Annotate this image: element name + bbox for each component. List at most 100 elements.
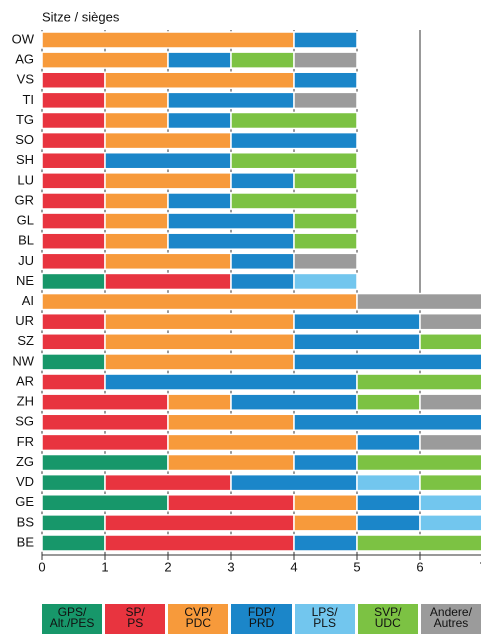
x-tick-label: 6 (416, 559, 423, 574)
y-tick-label: UR (15, 313, 34, 328)
bar-segment (104, 312, 295, 331)
bar-segment (419, 473, 481, 492)
bar-segment (293, 453, 358, 472)
bar-segment (41, 413, 169, 432)
bar-segment (41, 131, 106, 150)
bar-segment (293, 91, 358, 110)
x-tick-label: 7 (479, 559, 481, 574)
bar-segment (41, 494, 169, 512)
bar-segment (41, 514, 106, 532)
bar-segment (167, 433, 358, 452)
x-tick-label: 5 (353, 559, 360, 574)
bar-segment (293, 212, 358, 230)
legend-entry: FDP/ PRD (231, 604, 292, 634)
bar-segment (419, 312, 481, 331)
bar-segment (41, 252, 106, 271)
y-tick-label: VD (16, 474, 34, 489)
bar-segment (230, 252, 295, 271)
y-tick-label: GL (17, 213, 34, 228)
bar-segment (419, 494, 481, 512)
bar-segment (41, 31, 295, 49)
bar-segment (104, 272, 232, 291)
y-tick-label: TG (16, 112, 34, 127)
y-tick-label: BE (17, 534, 35, 549)
y-tick-label: JU (18, 253, 34, 268)
bar-segment (41, 373, 106, 391)
y-tick-label: SZ (17, 333, 34, 348)
bar-segment (41, 333, 106, 351)
bar-segment (41, 453, 169, 472)
y-tick-label: AR (16, 373, 34, 388)
bar-segment (104, 353, 295, 371)
y-tick-label: SG (15, 414, 34, 429)
bar-segment (356, 473, 421, 492)
bar-segment (41, 51, 169, 69)
bar-segment (41, 534, 106, 552)
bar-segment (230, 151, 358, 170)
bar-segment (293, 252, 358, 271)
bar-segment (230, 272, 295, 291)
y-tick-label: TI (22, 92, 34, 107)
bar-segment (293, 353, 481, 371)
legend-entry: SVP/ UDC (357, 604, 418, 634)
bar-segment (104, 71, 295, 89)
bar-segment (293, 333, 421, 351)
bar-segment (167, 393, 232, 411)
x-tick-label: 4 (290, 559, 297, 574)
bar-segment (41, 312, 106, 331)
bar-segment (419, 333, 481, 351)
x-tick-label: 0 (38, 559, 45, 574)
bar-segment (167, 413, 295, 432)
bar-segment (104, 212, 169, 230)
chart-title: Sitze / sièges (42, 9, 120, 24)
bar-segment (104, 232, 169, 250)
bar-segment (41, 151, 106, 170)
bar-segment (293, 172, 358, 190)
bar-segment (356, 433, 421, 452)
y-tick-label: GE (15, 494, 34, 509)
bar-segment (230, 111, 358, 130)
legend: GPS/ Alt./PES SP/ PS CVP/ PDC FDP/ PRD LPS/ … (42, 604, 481, 634)
y-tick-label: ZH (17, 394, 34, 409)
bar-segment (293, 534, 358, 552)
y-tick-label: SH (16, 152, 34, 167)
y-tick-label: NW (12, 353, 34, 368)
bar-segment (230, 131, 358, 150)
bar-segment (230, 192, 358, 210)
bar-segment (356, 514, 421, 532)
y-tick-label: SO (15, 132, 34, 147)
bar-segment (41, 91, 106, 110)
bar-segment (41, 292, 358, 311)
chart: Sitze / sièges 0 1 2 3 4 5 6 7 OW AG VS TI TG SO SH LU G… (12, 9, 481, 574)
y-tick-label: AI (22, 293, 34, 308)
y-tick-label: AG (15, 52, 34, 67)
bar-segment (104, 151, 232, 170)
bar-segment (293, 413, 481, 432)
legend-entry: SP/ PS (105, 604, 166, 634)
bar-segment (41, 71, 106, 89)
bar-segment (230, 473, 358, 492)
y-tick-label: NE (16, 273, 34, 288)
bar-segment (356, 453, 481, 472)
bar-segment (293, 494, 358, 512)
bar-segment (41, 232, 106, 250)
bar-segment (419, 514, 481, 532)
y-tick-label: BS (17, 514, 35, 529)
bar-segment (104, 131, 232, 150)
bar-segment (293, 312, 421, 331)
bar-segment (104, 111, 169, 130)
bar-segment (293, 31, 358, 49)
bar-segment (230, 51, 295, 69)
bar-segment (41, 473, 106, 492)
bar-segment (293, 71, 358, 89)
y-tick-label: OW (12, 31, 35, 46)
bar-segment (167, 111, 232, 130)
bar-segment (41, 272, 106, 291)
bar-segment (230, 393, 358, 411)
bar-segment (167, 192, 232, 210)
bar-segment (104, 514, 295, 532)
bar-segment (104, 534, 295, 552)
bar-segment (356, 494, 421, 512)
bar-segment (104, 172, 232, 190)
